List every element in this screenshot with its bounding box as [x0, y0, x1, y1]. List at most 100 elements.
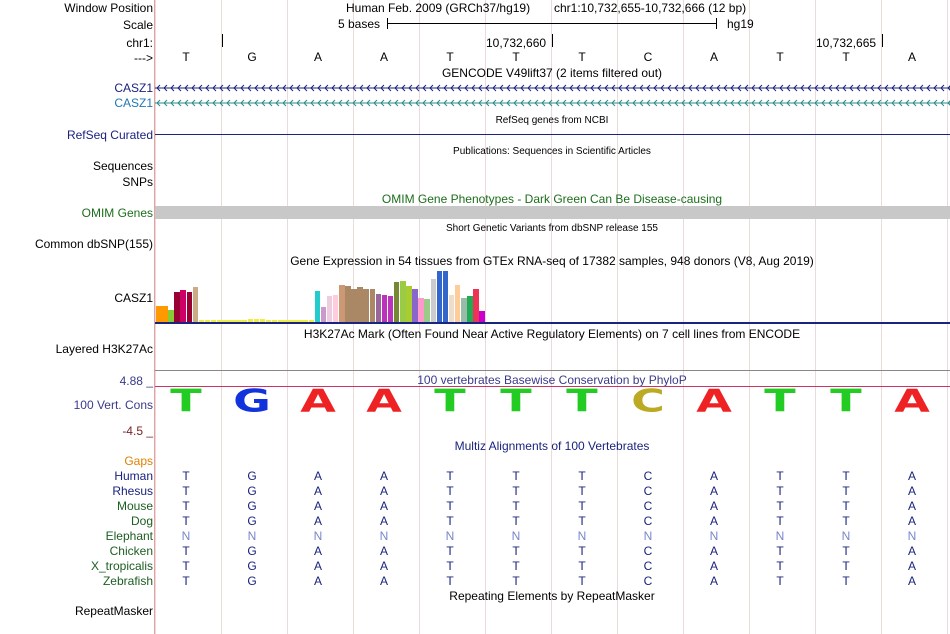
- gtex-bar[interactable]: [412, 289, 418, 322]
- gtex-bar[interactable]: [467, 296, 473, 322]
- alignment-base: N: [445, 529, 455, 543]
- gtex-bar[interactable]: [204, 320, 211, 322]
- gtex-bar[interactable]: [284, 320, 290, 322]
- alignment-base: N: [775, 529, 785, 543]
- gtex-bar[interactable]: [296, 320, 302, 322]
- gtex-bar[interactable]: [479, 311, 485, 322]
- gtex-bar[interactable]: [241, 320, 247, 322]
- base-guide-line: [947, 0, 948, 634]
- label-dbsnp[interactable]: Common dbSNP(155): [34, 237, 153, 251]
- gtex-bar[interactable]: [314, 291, 321, 322]
- gtex-bar[interactable]: [351, 289, 357, 322]
- gtex-bar[interactable]: [278, 320, 284, 322]
- gtex-bar[interactable]: [393, 282, 400, 322]
- track-image[interactable]: Human Feb. 2009 (GRCh37/hg19) chr1:10,73…: [155, 0, 950, 634]
- species-label[interactable]: Chicken: [109, 544, 153, 558]
- gtex-bar[interactable]: [375, 294, 382, 322]
- gtex-bar[interactable]: [400, 281, 406, 322]
- gtex-bar[interactable]: [461, 298, 467, 322]
- alignment-base: T: [578, 499, 586, 513]
- gtex-bar[interactable]: [387, 296, 394, 322]
- conservation-letter: T: [566, 383, 598, 420]
- refseq-feature[interactable]: [155, 134, 950, 135]
- alignment-base: A: [379, 559, 389, 573]
- gtex-title: Gene Expression in 54 tissues from GTEx …: [290, 254, 814, 268]
- base-guide-line: [881, 0, 882, 634]
- species-label[interactable]: Mouse: [116, 499, 153, 513]
- gtex-bar[interactable]: [180, 290, 186, 322]
- gtex-bar[interactable]: [424, 299, 430, 322]
- gtex-bar[interactable]: [217, 320, 223, 322]
- alignment-base: T: [446, 514, 454, 528]
- gtex-bar[interactable]: [320, 307, 327, 322]
- gtex-bar[interactable]: [174, 292, 180, 322]
- label-repeatmasker[interactable]: RepeatMasker: [74, 604, 153, 618]
- species-label[interactable]: Dog: [130, 514, 153, 528]
- gtex-bar[interactable]: [186, 292, 192, 322]
- gtex-bar[interactable]: [229, 320, 235, 322]
- gtex-bar[interactable]: [381, 295, 388, 322]
- gtex-bar[interactable]: [448, 295, 455, 322]
- gtex-bar[interactable]: [302, 320, 308, 322]
- gtex-bar[interactable]: [418, 298, 424, 322]
- gtex-bar[interactable]: [156, 306, 162, 322]
- gtex-bar[interactable]: [223, 320, 229, 322]
- h3k27ac-baseline: [155, 370, 950, 371]
- gtex-bar[interactable]: [265, 320, 272, 322]
- gtex-chart[interactable]: [155, 268, 950, 324]
- gtex-bar[interactable]: [406, 286, 412, 322]
- alignment-base: T: [182, 544, 190, 558]
- species-label[interactable]: Rhesus: [112, 484, 153, 498]
- base-letter: T: [578, 50, 586, 64]
- alignment-base: T: [512, 559, 520, 573]
- gtex-bar[interactable]: [271, 320, 278, 322]
- species-label[interactable]: Zebrafish: [102, 574, 153, 588]
- gtex-bar[interactable]: [290, 320, 296, 322]
- alignment-base: T: [776, 484, 784, 498]
- label-omim-genes[interactable]: OMIM Genes: [81, 206, 153, 220]
- gtex-bar[interactable]: [192, 287, 199, 322]
- label-refseq[interactable]: RefSeq Curated: [66, 128, 153, 142]
- gtex-bar[interactable]: [363, 289, 369, 322]
- label-gaps[interactable]: Gaps: [124, 454, 153, 468]
- alignment-base: N: [841, 529, 851, 543]
- gtex-bar[interactable]: [168, 310, 174, 322]
- gtex-bar[interactable]: [454, 285, 461, 322]
- species-label[interactable]: Elephant: [105, 529, 153, 543]
- label-h3k27ac[interactable]: Layered H3K27Ac: [55, 342, 153, 356]
- gtex-bar[interactable]: [247, 319, 253, 322]
- gtex-bar[interactable]: [210, 320, 217, 322]
- ruler-pos-1: 10,732,660: [486, 36, 547, 50]
- gtex-bar[interactable]: [162, 306, 168, 322]
- gtex-bar[interactable]: [345, 286, 351, 322]
- label-casz1-gencode-2[interactable]: CASZ1: [114, 96, 153, 110]
- gtex-bar[interactable]: [436, 271, 443, 322]
- gtex-bar[interactable]: [198, 320, 205, 322]
- base-letter: A: [313, 50, 323, 64]
- alignment-base: N: [379, 529, 389, 543]
- label-gtex-gene[interactable]: CASZ1: [114, 291, 153, 305]
- species-label[interactable]: Human: [114, 469, 153, 483]
- gtex-bar[interactable]: [326, 296, 333, 322]
- label-sequences[interactable]: Sequences: [92, 159, 153, 173]
- gtex-bar[interactable]: [253, 319, 260, 322]
- gencode-feature-casz1-2[interactable]: [155, 97, 950, 109]
- gtex-bar[interactable]: [357, 287, 363, 322]
- gtex-bar[interactable]: [308, 320, 314, 322]
- gtex-bar[interactable]: [339, 285, 345, 322]
- gtex-bar[interactable]: [473, 289, 479, 322]
- gtex-bar[interactable]: [235, 320, 241, 322]
- label-snps[interactable]: SNPs: [122, 175, 153, 189]
- label-casz1-gencode-1[interactable]: CASZ1: [114, 81, 153, 95]
- label-cons-name[interactable]: 100 Vert. Cons: [73, 398, 153, 412]
- gtex-bar[interactable]: [259, 319, 266, 322]
- conservation-letter: C: [631, 383, 665, 420]
- gencode-feature-casz1-1[interactable]: [155, 82, 950, 94]
- gtex-bar[interactable]: [369, 289, 375, 322]
- gtex-bar[interactable]: [442, 271, 449, 322]
- omim-feature[interactable]: [155, 206, 950, 219]
- gtex-bar[interactable]: [332, 295, 339, 322]
- gtex-bar[interactable]: [430, 279, 436, 322]
- alignment-base: G: [247, 499, 257, 513]
- species-label[interactable]: X_tropicalis: [90, 559, 153, 573]
